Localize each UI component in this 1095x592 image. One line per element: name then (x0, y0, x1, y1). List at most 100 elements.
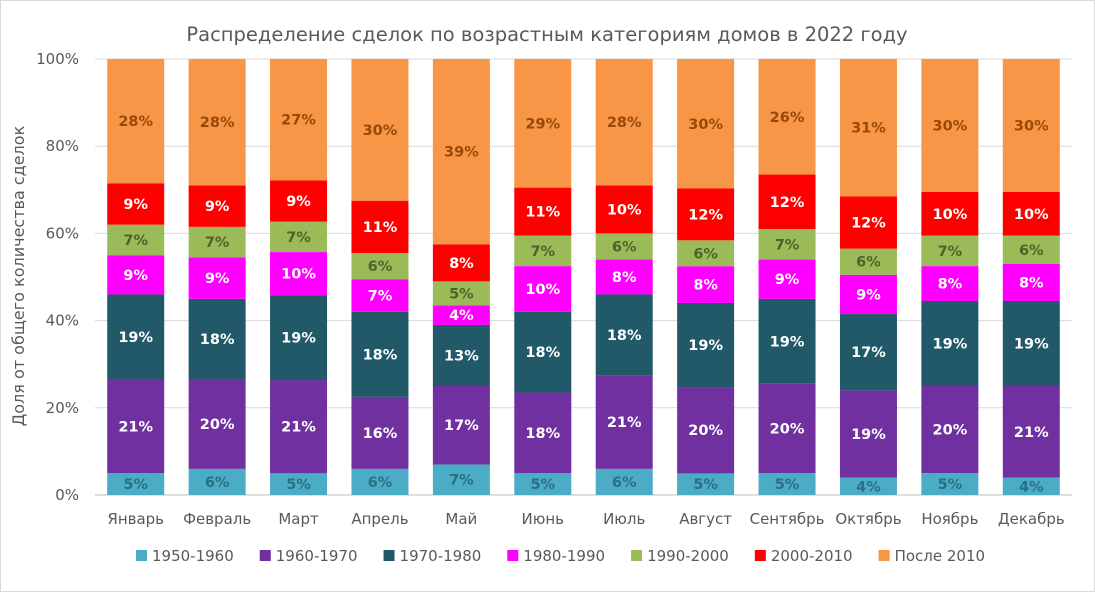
bar-segment (351, 468, 409, 495)
data-label: 6% (856, 255, 881, 271)
bar-stack: 5% 21% 19% 10% 7% 9% 27% (270, 59, 328, 495)
bar-stack: 5% 20% 19% 9% 7% 12% 26% (758, 59, 816, 495)
data-label: 21% (607, 415, 642, 431)
data-label: 18% (525, 345, 560, 361)
bar-segment (188, 298, 246, 380)
data-label: 5% (123, 477, 148, 493)
bar-segment (595, 259, 653, 295)
legend-label: После 2010 (895, 547, 985, 565)
data-label: 20% (933, 423, 968, 439)
data-label: 20% (770, 422, 805, 438)
bar-segment (921, 59, 979, 192)
data-label: 19% (1014, 336, 1049, 352)
bar-segment (188, 59, 246, 186)
bar-stack: 4% 19% 17% 9% 6% 12% 31% (839, 59, 897, 495)
data-label: 12% (770, 195, 805, 211)
legend-label: 1990-2000 (647, 547, 729, 565)
legend-item: 1990-2000 (631, 547, 729, 565)
data-label: 9% (123, 197, 148, 213)
x-tick-label: Сентябрь (750, 510, 825, 528)
data-label: 28% (118, 114, 153, 130)
data-label: 6% (612, 475, 637, 491)
data-label: 16% (363, 426, 398, 442)
bar-segment (1002, 300, 1060, 386)
bar-segment (432, 281, 490, 306)
data-label: 9% (205, 271, 230, 287)
bar-segment (677, 387, 735, 474)
legend-item: 1960-1970 (259, 547, 358, 565)
bar-segment (351, 59, 409, 201)
bar-segment (677, 302, 735, 388)
bar-segment (595, 468, 653, 495)
data-label: 6% (612, 239, 637, 255)
bar-segment (351, 279, 409, 312)
bar-segment (107, 294, 165, 380)
bar-segment (432, 464, 490, 495)
data-label: 18% (200, 332, 235, 348)
data-label: 8% (693, 278, 718, 294)
legend-swatch (136, 550, 147, 561)
data-label: 10% (607, 202, 642, 218)
data-label: 27% (281, 113, 316, 129)
data-label: 7% (775, 237, 800, 253)
bar-segment (921, 266, 979, 301)
legend-item: 1980-1990 (507, 547, 605, 565)
bar-segment (514, 187, 572, 236)
bar-segment (839, 477, 897, 495)
bar-segment (270, 473, 328, 495)
data-label: 31% (851, 121, 886, 137)
data-label: 7% (368, 289, 393, 305)
bar-segment (758, 473, 816, 495)
data-label: 4% (1019, 479, 1044, 495)
bar-segment (839, 59, 897, 197)
x-tick-label: Май (445, 510, 477, 528)
data-label: 5% (449, 286, 474, 302)
chart-title: Распределение сделок по возрастным катег… (186, 23, 907, 46)
bar-segment (351, 311, 409, 397)
data-label: 12% (688, 207, 723, 223)
data-label: 20% (688, 423, 723, 439)
data-label: 5% (530, 477, 555, 493)
data-label: 6% (1019, 243, 1044, 259)
legend: 1950-1960 1960-1970 1970-1980 1980-1990 1990… (136, 547, 985, 565)
bar-segment (839, 196, 897, 249)
bar-segment (595, 294, 653, 376)
data-label: 10% (525, 282, 560, 298)
legend-label: 1950-1960 (152, 547, 234, 565)
bar-segment (1002, 477, 1060, 495)
data-label: 9% (123, 268, 148, 284)
bar-segment (677, 188, 735, 241)
bar-segment (595, 375, 653, 469)
data-label: 21% (1014, 425, 1049, 441)
bar-segment (188, 185, 246, 227)
data-label: 6% (205, 475, 230, 491)
data-label: 5% (286, 477, 311, 493)
bar-segment (758, 59, 816, 175)
legend-swatch (878, 550, 890, 561)
bar-segment (1002, 235, 1060, 264)
bar-segment (188, 468, 246, 495)
data-label: 10% (933, 207, 968, 223)
data-label: 10% (281, 267, 316, 283)
legend-swatch (259, 550, 271, 561)
bar-segment (107, 183, 165, 225)
bar-segment (514, 311, 572, 393)
data-label: 7% (938, 244, 963, 260)
y-tick-label: 100% (36, 50, 79, 68)
data-label: 19% (770, 334, 805, 350)
data-label: 19% (851, 427, 886, 443)
data-label: 21% (281, 420, 316, 436)
bar-segment (1002, 191, 1060, 236)
y-axis-label: Доля от общего количества сделок (9, 125, 28, 426)
bar-segment (107, 59, 165, 184)
bar-segment (270, 59, 328, 181)
legend-label: 1960-1970 (276, 547, 358, 565)
bar-segment (107, 379, 165, 474)
bar-segment (514, 266, 572, 312)
bar-segment (188, 226, 246, 258)
data-label: 7% (530, 244, 555, 260)
legend-item: 2000-2010 (754, 547, 853, 565)
data-label: 8% (1019, 275, 1044, 291)
bar-segment (595, 59, 653, 186)
